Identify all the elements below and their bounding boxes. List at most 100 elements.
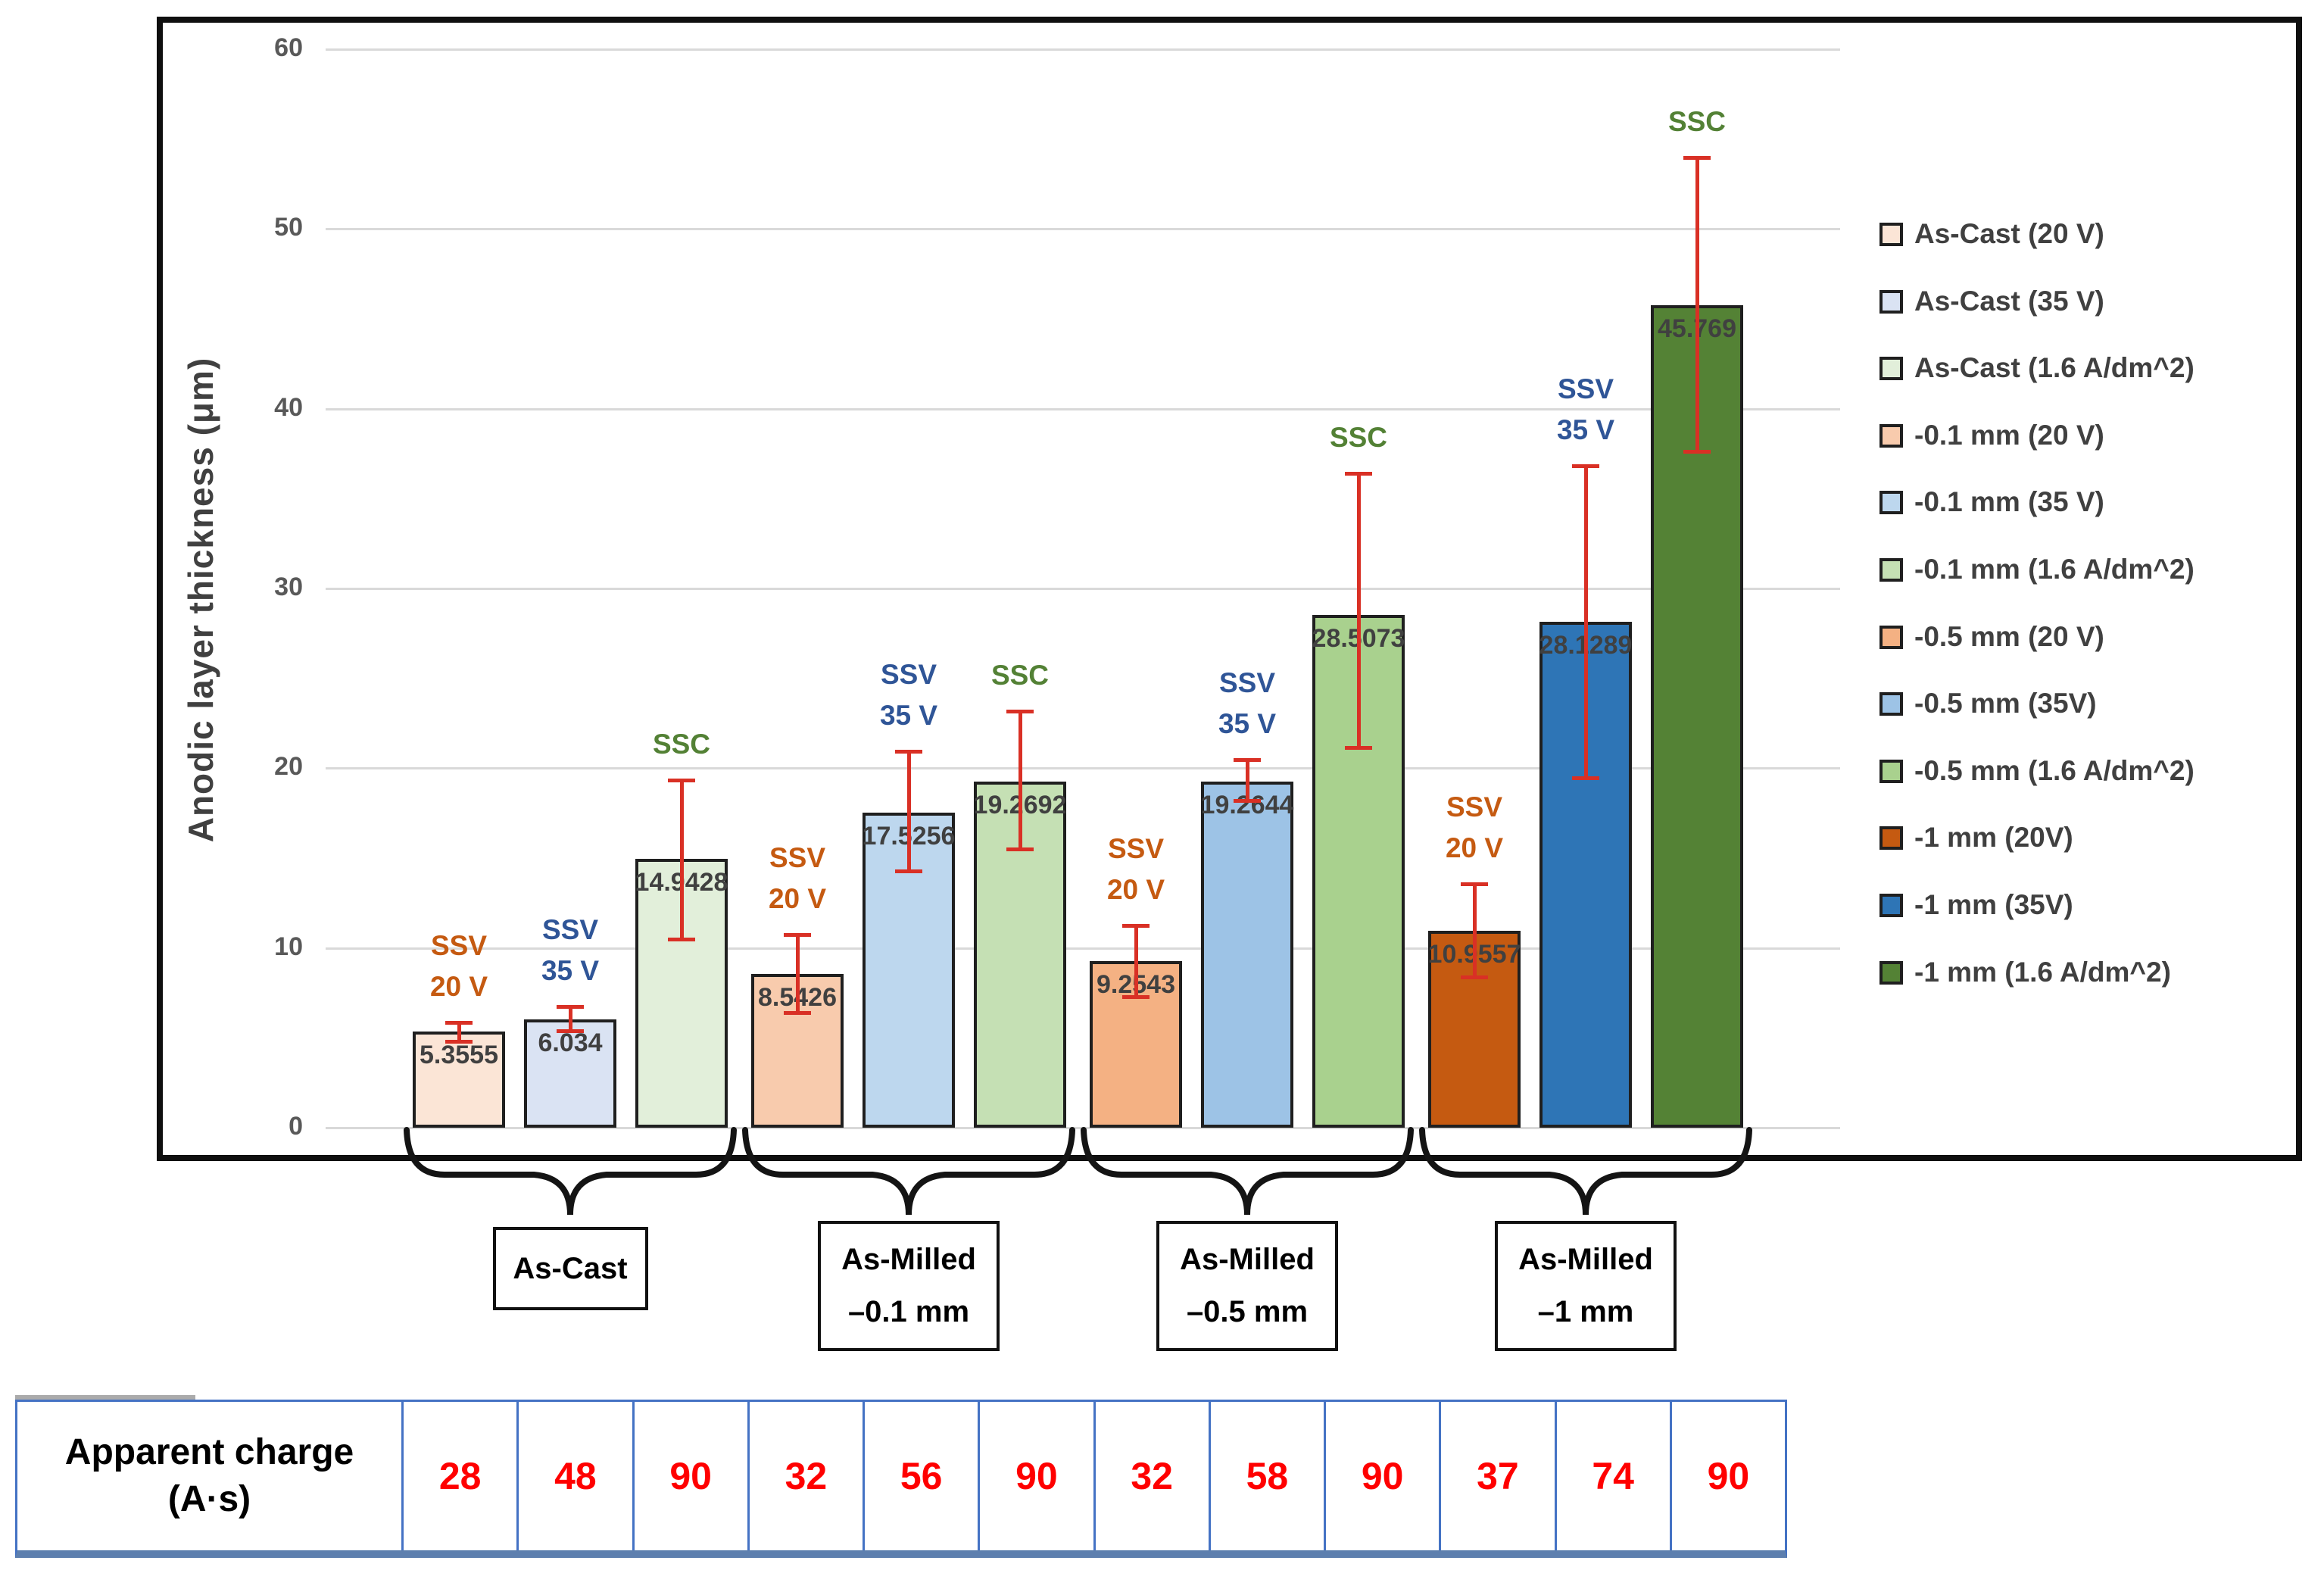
- bar-annotation: 20 V: [429, 971, 488, 1003]
- error-bar-cap-bottom: [895, 869, 922, 874]
- legend-item: -0.5 mm (20 V): [1879, 621, 2104, 653]
- error-bar-cap-bottom: [668, 938, 695, 942]
- gridline: [326, 228, 1840, 231]
- charge-value-cell: 32: [1096, 1402, 1211, 1550]
- y-tick-label: 10: [274, 932, 303, 961]
- charge-value-cell: 58: [1211, 1402, 1326, 1550]
- bar: [751, 974, 844, 1128]
- error-bar-cap-bottom: [1345, 746, 1372, 751]
- error-bar-cap-top: [1683, 156, 1711, 161]
- bar-annotation: SSV: [1557, 373, 1614, 404]
- bar-annotation: 35 V: [1218, 708, 1277, 740]
- group-label-text: As-Milled: [841, 1242, 976, 1276]
- bar-annotation: SSV: [769, 842, 826, 874]
- legend-item: -0.5 mm (1.6 A/dm^2): [1879, 755, 2195, 787]
- bar-annotation: SSV: [1107, 832, 1165, 864]
- legend-swatch-icon: [1879, 490, 1903, 514]
- legend-item: -0.1 mm (35 V): [1879, 486, 2104, 518]
- bar-annotation: 20 V: [1445, 832, 1504, 864]
- legend-item: -0.1 mm (20 V): [1879, 420, 2104, 451]
- error-bar: [679, 779, 684, 941]
- legend-label: -1 mm (20V): [1914, 822, 2073, 853]
- gridline: [326, 767, 1840, 770]
- y-tick-label: 30: [274, 573, 303, 601]
- apparent-charge-header-line2: (A·s): [167, 1479, 251, 1519]
- apparent-charge-table: Apparent charge (A·s) 28 48 90 32 56 90 32 58 90…: [15, 1400, 1787, 1558]
- table-shadow-edge: [15, 1395, 195, 1400]
- error-bar-cap-top: [668, 778, 695, 782]
- charge-value-cell: 37: [1441, 1402, 1557, 1550]
- legend-label: -0.1 mm (1.6 A/dm^2): [1914, 554, 2195, 585]
- legend-item: As-Cast (1.6 A/dm^2): [1879, 352, 2195, 384]
- legend-swatch-icon: [1879, 759, 1903, 783]
- legend-item: As-Cast (20 V): [1879, 218, 2104, 250]
- bar-annotation: 20 V: [1106, 873, 1165, 905]
- group-label-box: As-Milled –1 mm: [1495, 1221, 1677, 1351]
- apparent-charge-header-line1: Apparent charge: [64, 1431, 354, 1472]
- error-bar: [1245, 760, 1249, 801]
- bar: [524, 1019, 616, 1128]
- bar-annotation: SSV: [430, 930, 488, 962]
- bar-annotation: SSV: [1218, 667, 1276, 699]
- group-label-text: As-Milled: [1518, 1242, 1653, 1276]
- legend-label: -0.1 mm (35 V): [1914, 486, 2104, 517]
- group-label-text: As-Milled: [1180, 1242, 1315, 1276]
- y-tick-label: 60: [274, 33, 303, 62]
- legend-item: -0.5 mm (35V): [1879, 688, 2097, 719]
- bar-annotation: SSC: [1329, 421, 1388, 453]
- error-bar-cap-top: [445, 1021, 473, 1025]
- error-bar-cap-top: [895, 750, 922, 754]
- error-bar-cap-top: [1122, 923, 1150, 928]
- error-bar: [795, 935, 800, 1014]
- y-tick-label: 0: [289, 1112, 303, 1141]
- error-bar: [1356, 473, 1361, 749]
- error-bar-cap-top: [784, 933, 811, 938]
- y-tick-label: 20: [274, 752, 303, 782]
- error-bar-cap-bottom: [1122, 994, 1150, 999]
- bar-annotation: 35 V: [541, 955, 600, 987]
- error-bar-cap-top: [1345, 471, 1372, 476]
- bar-annotation: SSC: [990, 660, 1050, 691]
- legend-swatch-icon: [1879, 893, 1903, 917]
- y-tick-label: 50: [274, 213, 303, 242]
- bar-annotation: 35 V: [879, 700, 938, 732]
- legend-swatch-icon: [1879, 222, 1903, 246]
- gridline: [326, 48, 1840, 51]
- legend-label: As-Cast (35 V): [1914, 286, 2104, 317]
- charge-value-cell: 90: [1707, 1455, 1750, 1497]
- y-tick-label: 40: [274, 392, 303, 422]
- error-bar: [568, 1007, 572, 1032]
- bar-annotation: SSC: [1667, 106, 1727, 138]
- legend-swatch-icon: [1879, 289, 1903, 314]
- charge-value-cell: 56: [865, 1402, 981, 1550]
- legend-label: As-Cast (1.6 A/dm^2): [1914, 352, 2195, 383]
- legend-label: -0.5 mm (20 V): [1914, 621, 2104, 652]
- error-bar-cap-bottom: [557, 1029, 584, 1034]
- error-bar: [1134, 925, 1138, 997]
- error-bar-cap-top: [1006, 710, 1034, 714]
- charge-value-cell: 90: [635, 1402, 750, 1550]
- legend-item: -1 mm (20V): [1879, 822, 2073, 854]
- bar-value-label: 5.3555: [420, 1040, 498, 1069]
- error-bar: [457, 1022, 461, 1043]
- error-bar: [1472, 884, 1477, 978]
- group-label-text: –0.5 mm: [1186, 1295, 1309, 1329]
- legend-swatch-icon: [1879, 960, 1903, 985]
- legend-item: -0.1 mm (1.6 A/dm^2): [1879, 554, 2195, 585]
- bar-annotation: SSC: [652, 728, 711, 760]
- charge-value-cell: 28: [404, 1402, 519, 1550]
- legend-item: -1 mm (35V): [1879, 889, 2073, 921]
- error-bar-cap-top: [1234, 758, 1261, 763]
- group-label-text: –1 mm: [1537, 1295, 1634, 1329]
- legend-swatch-icon: [1879, 423, 1903, 448]
- charge-value-cell: 48: [519, 1402, 635, 1550]
- legend-label: -0.1 mm (20 V): [1914, 420, 2104, 451]
- group-label-box: As-Cast: [492, 1227, 648, 1310]
- error-bar-cap-bottom: [784, 1011, 811, 1016]
- group-label-text: –0.1 mm: [847, 1295, 970, 1329]
- legend-item: -1 mm (1.6 A/dm^2): [1879, 957, 2171, 988]
- error-bar: [1018, 711, 1022, 850]
- bar: [413, 1031, 505, 1128]
- charge-value-cell: 32: [750, 1402, 865, 1550]
